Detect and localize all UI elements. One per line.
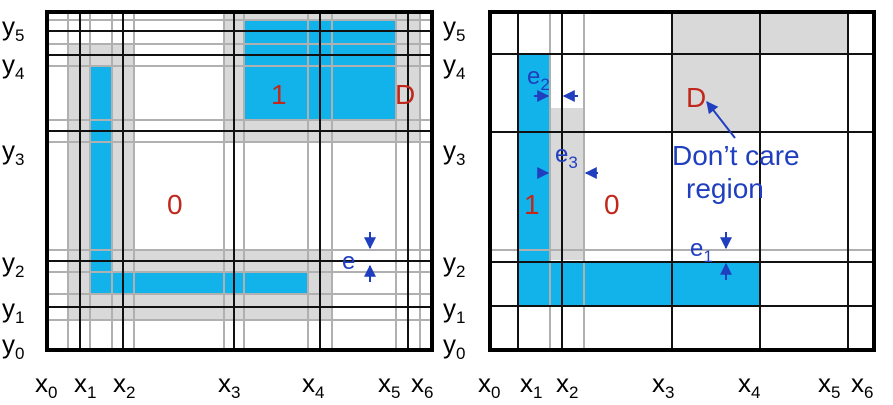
right-gray-right-column (672, 54, 760, 132)
right-gray-dont-care-areas (550, 12, 848, 260)
left-axis-label-x6: x6 (411, 368, 433, 402)
right-axis-label-y1: y1 (443, 293, 465, 327)
left-light-grid (47, 12, 432, 350)
right-axis-label-x1: x1 (520, 368, 542, 402)
left-region-label-zero: 0 (167, 189, 183, 220)
right-tolerance-label-e1: e1 (690, 235, 713, 266)
right-axis-label-y2: y2 (443, 247, 465, 281)
right-panel-border (488, 10, 876, 352)
left-axis-label-y3: y3 (2, 135, 24, 169)
left-axis-label-x1: x1 (74, 368, 96, 402)
right-axis-label-x6: x6 (851, 368, 873, 402)
right-panel: D 1 0 e2 e3 e1 Don’t care region (488, 10, 876, 352)
dont-care-pointer-arrow (706, 101, 736, 139)
left-axis-label-y2: y2 (2, 247, 24, 281)
left-tolerance-label: e (342, 248, 355, 275)
left-panel: 1 D 0 e (45, 10, 434, 352)
left-blue-horizontal-bar (90, 272, 308, 294)
dont-care-note-line1: Don’t care (672, 140, 800, 171)
left-axis-label-y4: y4 (2, 49, 24, 83)
left-region-label-dont-care: D (395, 79, 415, 110)
left-region-label-one: 1 (271, 79, 287, 110)
left-axis-label-x0: x0 (35, 368, 57, 402)
left-axis-label-y0: y0 (2, 329, 24, 363)
right-region-label-dont-care: D (686, 82, 706, 113)
left-panel-border (45, 10, 434, 352)
right-axis-label-y4: y4 (443, 49, 465, 83)
right-region-label-one: 1 (524, 189, 540, 220)
right-light-grid (490, 12, 874, 350)
right-axis-label-y3: y3 (443, 135, 465, 169)
left-axis-label-y1: y1 (2, 293, 24, 327)
right-axis-label-x5: x5 (818, 368, 840, 402)
left-dark-grid (47, 12, 432, 350)
right-axis-label-x0: x0 (478, 368, 500, 402)
right-axis-label-y0: y0 (443, 329, 465, 363)
right-axis-label-x2: x2 (556, 368, 578, 402)
right-dark-grid (490, 12, 874, 350)
right-gray-vertical-strip (550, 108, 584, 260)
left-axis-label-x5: x5 (378, 368, 400, 402)
right-blue-one-regions (518, 54, 760, 306)
left-blue-vertical-bar (90, 66, 112, 294)
left-axis-label-y5: y5 (2, 11, 24, 45)
left-axis-label-x2: x2 (113, 368, 135, 402)
right-axis-label-x4: x4 (738, 368, 760, 402)
right-blue-horizontal-bar (518, 262, 760, 306)
right-tolerance-label-e2: e2 (527, 63, 550, 94)
right-axis-label-y5: y5 (443, 11, 465, 45)
right-axis-label-x3: x3 (652, 368, 674, 402)
left-axis-label-x3: x3 (218, 368, 240, 402)
right-tolerance-label-e3: e3 (555, 141, 578, 172)
right-region-label-zero: 0 (604, 189, 620, 220)
dont-care-note-line2: region (686, 173, 764, 204)
left-axis-label-x4: x4 (302, 368, 324, 402)
